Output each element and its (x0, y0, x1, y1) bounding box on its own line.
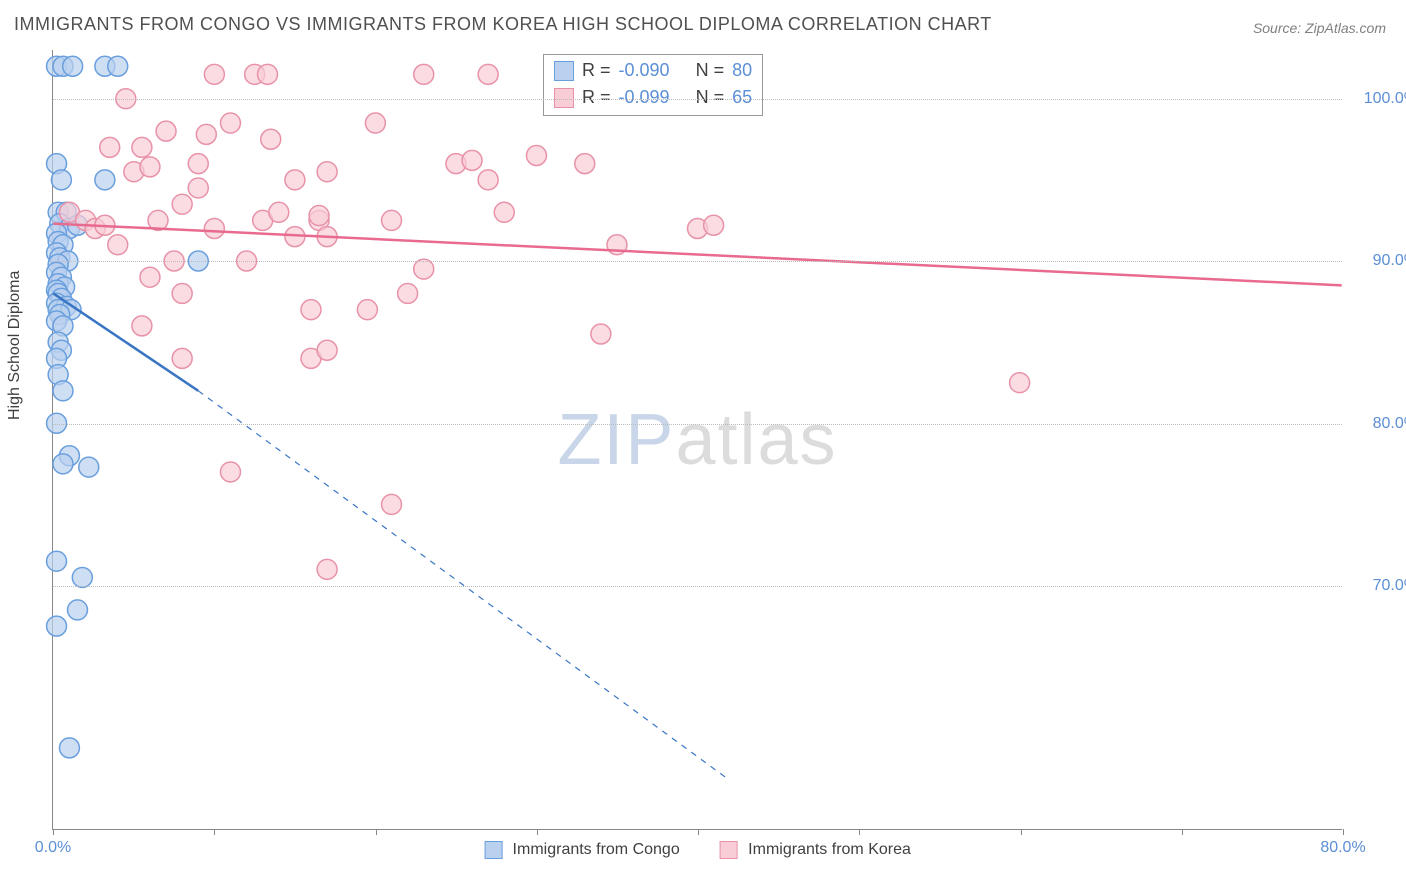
data-point (261, 129, 281, 149)
xtick (537, 829, 538, 835)
data-point (59, 738, 79, 758)
data-point (494, 202, 514, 222)
data-point (188, 154, 208, 174)
xtick (214, 829, 215, 835)
gridline (53, 586, 1342, 587)
data-point (382, 210, 402, 230)
data-point (53, 381, 73, 401)
ytick-label: 80.0% (1373, 415, 1406, 433)
n-label: N = (696, 57, 725, 84)
data-point (140, 267, 160, 287)
ytick-label: 70.0% (1373, 577, 1406, 595)
ytick-label: 90.0% (1373, 252, 1406, 270)
data-point (317, 559, 337, 579)
trend-line (53, 293, 198, 390)
legend-swatch-congo-x (484, 841, 502, 859)
n-label: N = (696, 84, 725, 111)
data-point (188, 178, 208, 198)
data-point (526, 146, 546, 166)
data-point (47, 616, 67, 636)
chart-title: IMMIGRANTS FROM CONGO VS IMMIGRANTS FROM… (14, 14, 992, 35)
xtick-label: 80.0% (1320, 839, 1365, 857)
data-point (478, 64, 498, 84)
legend-label-korea: Immigrants from Korea (748, 841, 911, 858)
xtick (53, 829, 54, 835)
data-point (172, 283, 192, 303)
data-point (478, 170, 498, 190)
data-point (285, 170, 305, 190)
data-point (365, 113, 385, 133)
r-value-korea: -0.099 (619, 84, 670, 111)
data-point (63, 56, 83, 76)
legend-swatch-korea (554, 88, 574, 108)
data-point (704, 215, 724, 235)
r-label: R = (582, 57, 611, 84)
data-point (172, 194, 192, 214)
data-point (204, 219, 224, 239)
data-point (95, 170, 115, 190)
data-point (67, 600, 87, 620)
xtick (1021, 829, 1022, 835)
xtick (376, 829, 377, 835)
data-point (414, 64, 434, 84)
data-point (140, 157, 160, 177)
n-value-korea: 65 (732, 84, 752, 111)
n-value-congo: 80 (732, 57, 752, 84)
gridline (53, 424, 1342, 425)
data-point (258, 64, 278, 84)
legend-swatch-congo (554, 61, 574, 81)
correlation-legend: R = -0.090 N = 80 R = -0.099 N = 65 (543, 54, 763, 116)
data-point (196, 124, 216, 144)
gridline (53, 99, 1342, 100)
data-point (398, 283, 418, 303)
xtick (1182, 829, 1183, 835)
data-point (462, 150, 482, 170)
xtick (859, 829, 860, 835)
data-point (204, 64, 224, 84)
r-value-congo: -0.090 (619, 57, 670, 84)
data-point (269, 202, 289, 222)
legend-row-congo: R = -0.090 N = 80 (554, 57, 752, 84)
chart-plot-area: ZIPatlas R = -0.090 N = 80 R = -0.099 N … (52, 50, 1342, 830)
data-point (317, 162, 337, 182)
data-point (172, 348, 192, 368)
scatter-svg (53, 50, 1342, 829)
xtick (698, 829, 699, 835)
data-point (100, 137, 120, 157)
gridline (53, 261, 1342, 262)
xtick (1343, 829, 1344, 835)
data-point (301, 300, 321, 320)
data-point (220, 462, 240, 482)
legend-item-korea: Immigrants from Korea (720, 841, 911, 859)
data-point (309, 206, 329, 226)
xtick-label: 0.0% (35, 839, 71, 857)
ytick-label: 100.0% (1364, 90, 1406, 108)
data-point (591, 324, 611, 344)
data-point (132, 137, 152, 157)
r-label: R = (582, 84, 611, 111)
data-point (108, 235, 128, 255)
data-point (575, 154, 595, 174)
x-axis-legend: Immigrants from Congo Immigrants from Ko… (484, 841, 911, 859)
data-point (132, 316, 152, 336)
data-point (51, 170, 71, 190)
data-point (72, 567, 92, 587)
data-point (1010, 373, 1030, 393)
legend-label-congo: Immigrants from Congo (513, 841, 680, 858)
legend-row-korea: R = -0.099 N = 65 (554, 84, 752, 111)
data-point (47, 551, 67, 571)
data-point (156, 121, 176, 141)
data-point (382, 494, 402, 514)
y-axis-label: High School Diploma (6, 271, 24, 420)
data-point (79, 457, 99, 477)
source-attribution: Source: ZipAtlas.com (1253, 20, 1386, 36)
data-point (357, 300, 377, 320)
data-point (53, 454, 73, 474)
legend-item-congo: Immigrants from Congo (484, 841, 680, 859)
data-point (220, 113, 240, 133)
data-point (108, 56, 128, 76)
data-point (317, 340, 337, 360)
legend-swatch-korea-x (720, 841, 738, 859)
